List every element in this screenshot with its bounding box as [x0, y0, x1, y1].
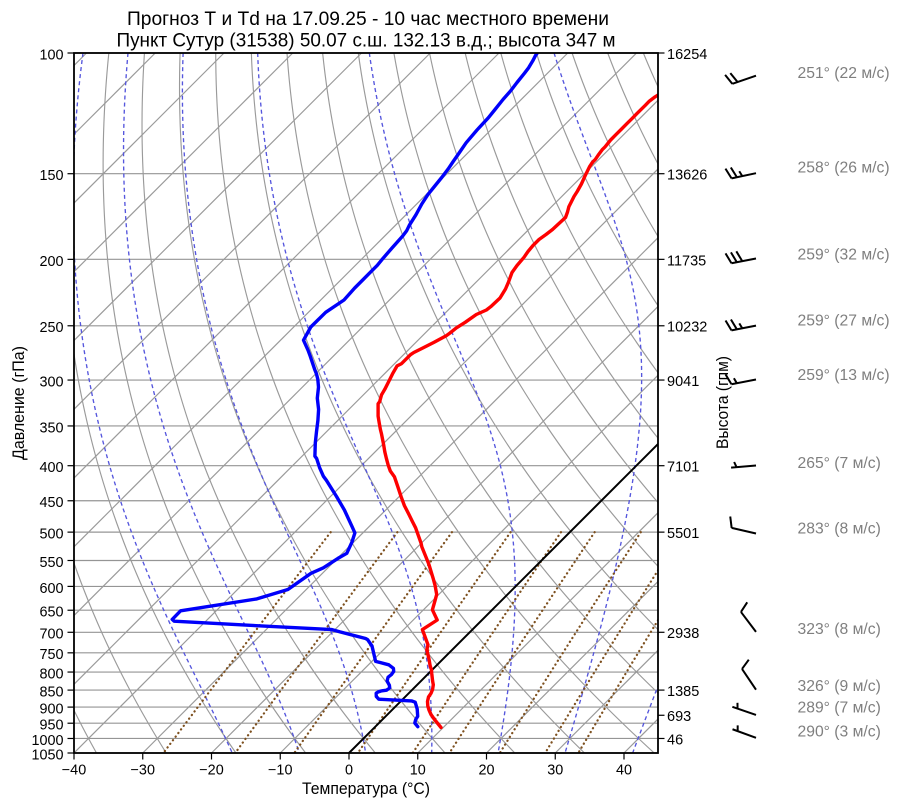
svg-text:650: 650	[39, 605, 63, 621]
svg-text:800: 800	[39, 666, 63, 682]
svg-text:150: 150	[39, 168, 63, 184]
svg-text:20: 20	[478, 763, 494, 779]
svg-text:Прогноз Т и Td на 17.09.25 - 1: Прогноз Т и Td на 17.09.25 - 10 час мест…	[127, 9, 609, 30]
svg-text:100: 100	[39, 47, 63, 63]
svg-text:500: 500	[39, 527, 63, 543]
svg-text:265° (7 м/с): 265° (7 м/с)	[798, 455, 881, 472]
svg-text:−40: −40	[62, 763, 86, 779]
svg-text:950: 950	[39, 718, 63, 734]
svg-text:30: 30	[547, 763, 563, 779]
svg-text:Температура (°C): Температура (°C)	[302, 780, 430, 798]
svg-text:283° (8 м/с): 283° (8 м/с)	[798, 521, 881, 538]
svg-text:9041: 9041	[667, 374, 699, 390]
svg-text:11735: 11735	[667, 253, 706, 269]
svg-text:323° (8 м/с): 323° (8 м/с)	[798, 621, 881, 638]
svg-text:40: 40	[616, 763, 632, 779]
svg-text:300: 300	[39, 374, 63, 390]
svg-text:550: 550	[39, 555, 63, 571]
svg-text:1385: 1385	[667, 684, 699, 700]
svg-text:693: 693	[667, 709, 691, 725]
svg-text:1000: 1000	[31, 733, 63, 749]
svg-text:290° (3 м/с): 290° (3 м/с)	[798, 724, 881, 741]
svg-text:10: 10	[410, 763, 426, 779]
svg-text:16254: 16254	[667, 47, 707, 63]
svg-text:258° (26 м/с): 258° (26 м/с)	[798, 160, 890, 177]
svg-text:200: 200	[39, 254, 63, 270]
svg-text:−30: −30	[131, 763, 155, 779]
svg-text:0: 0	[345, 763, 353, 779]
svg-text:10232: 10232	[667, 320, 707, 336]
svg-text:5501: 5501	[667, 526, 699, 542]
svg-text:400: 400	[39, 460, 63, 476]
svg-text:259° (27 м/с): 259° (27 м/с)	[798, 313, 890, 330]
svg-text:326° (9 м/с): 326° (9 м/с)	[798, 678, 881, 695]
svg-text:850: 850	[39, 684, 63, 700]
svg-text:Давление (гПа): Давление (гПа)	[10, 346, 28, 460]
svg-text:900: 900	[39, 702, 63, 718]
svg-text:7101: 7101	[667, 460, 699, 476]
svg-text:259° (13 м/с): 259° (13 м/с)	[798, 367, 890, 384]
svg-text:700: 700	[39, 627, 63, 643]
svg-text:750: 750	[39, 647, 63, 663]
svg-text:600: 600	[39, 581, 63, 597]
svg-text:−10: −10	[268, 763, 292, 779]
svg-text:251° (22 м/с): 251° (22 м/с)	[798, 65, 890, 82]
svg-text:2938: 2938	[667, 626, 699, 642]
svg-text:250: 250	[39, 320, 63, 336]
svg-text:46: 46	[667, 732, 683, 748]
svg-text:1050: 1050	[31, 747, 63, 763]
svg-text:450: 450	[39, 495, 63, 511]
svg-text:350: 350	[39, 420, 63, 436]
svg-text:289° (7 м/с): 289° (7 м/с)	[798, 699, 881, 716]
svg-text:13626: 13626	[667, 168, 707, 184]
svg-text:−20: −20	[199, 763, 223, 779]
svg-text:Пункт Сутур (31538) 50.07 с.ш.: Пункт Сутур (31538) 50.07 с.ш. 132.13 в.…	[117, 31, 616, 52]
svg-text:Высота (гпм): Высота (гпм)	[714, 356, 732, 449]
svg-text:259° (32 м/с): 259° (32 м/с)	[798, 247, 890, 264]
